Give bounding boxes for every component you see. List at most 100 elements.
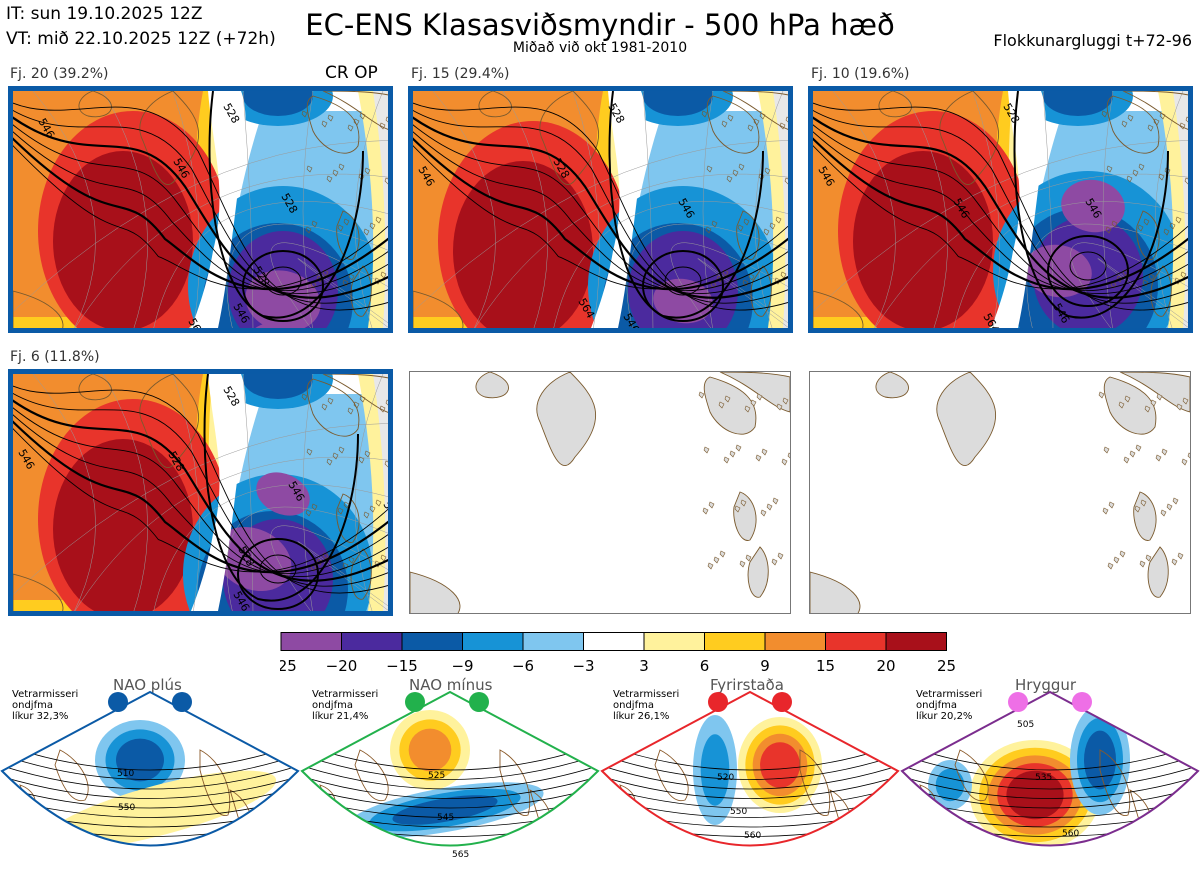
regime-probability: líkur 26,1% <box>613 711 670 722</box>
regime-anomaly <box>392 795 498 825</box>
regime-frame <box>600 690 900 847</box>
height-contour <box>13 392 388 587</box>
coastline <box>1177 552 1184 560</box>
coastline <box>706 165 713 173</box>
coastline <box>713 556 720 564</box>
coastline <box>306 165 313 173</box>
strong-cold-anomaly <box>256 472 310 516</box>
height-contour <box>203 374 359 602</box>
regime-title: Fyrirstaða <box>710 676 784 694</box>
regime-title: Hryggur <box>1015 676 1077 694</box>
coastline <box>1123 456 1130 464</box>
coastline <box>772 497 779 505</box>
coastline <box>369 505 376 513</box>
coastline <box>1163 228 1170 236</box>
coastline <box>939 91 999 185</box>
regime-contour-label: 560 <box>1062 829 1079 839</box>
coastline <box>1113 556 1120 564</box>
regime-contour-label: 545 <box>437 813 454 823</box>
coastline <box>379 122 386 130</box>
coastline <box>379 405 386 413</box>
coastline <box>327 397 334 405</box>
coastline <box>321 403 328 411</box>
height-contour <box>13 428 388 573</box>
coastline <box>1139 560 1146 568</box>
coastline <box>1106 165 1113 173</box>
regime-map-blocking[interactable]: 520 550 560 <box>600 690 900 871</box>
coastline <box>364 450 371 458</box>
regime-contour <box>302 761 598 790</box>
coastline <box>363 228 370 236</box>
colorbar-tick: −6 <box>512 657 534 675</box>
coastline <box>1138 163 1145 171</box>
regime-contour <box>602 761 898 790</box>
coastline <box>771 558 778 566</box>
classification-window: Flokkunargluggi t+72-96 <box>993 31 1192 50</box>
height-contour <box>413 124 788 295</box>
coastline <box>375 216 382 224</box>
coastline <box>1179 122 1186 130</box>
regime-season: Vetrarmisseri <box>12 689 79 700</box>
cluster-label: Fj. 6 (11.8%) <box>10 349 100 365</box>
blank-map <box>810 372 1190 613</box>
coastline <box>13 573 64 611</box>
coastline <box>375 499 382 507</box>
coastline <box>761 448 768 456</box>
regime-contour <box>902 761 1198 790</box>
regime-anomaly <box>408 728 452 772</box>
regime-contour <box>302 750 598 780</box>
coastline <box>747 124 754 132</box>
coastline <box>336 493 360 543</box>
regime-map-nao-minus[interactable]: 525 545 565 <box>300 690 600 871</box>
coastline <box>353 401 360 409</box>
regime-map-ridge[interactable]: 505 535 560 <box>900 690 1200 871</box>
cluster-map-3[interactable]: 546528546546564546564 <box>808 86 1193 333</box>
coastline <box>769 222 776 230</box>
contour-label: 546 <box>380 499 388 524</box>
regime-contour <box>602 750 898 780</box>
coastline <box>716 275 723 283</box>
coastline <box>316 558 323 566</box>
coastline <box>701 110 708 118</box>
cluster-map-2[interactable]: 546528546528564546564 <box>408 86 793 333</box>
coastline <box>1158 173 1165 181</box>
height-contour <box>413 116 788 299</box>
coastline <box>729 450 736 458</box>
regime-contour <box>302 783 598 809</box>
colorbar-bin <box>341 632 403 651</box>
coastline <box>327 114 334 122</box>
regime-map-nao-plus[interactable]: 510 550 <box>0 690 300 871</box>
colorbar-bin <box>522 632 584 651</box>
coastline <box>875 372 909 399</box>
coastline <box>718 401 725 409</box>
colorbar-bin <box>280 632 342 651</box>
cluster-map-1[interactable]: 546528528546564546528564 <box>8 86 393 333</box>
coastline <box>337 507 344 515</box>
colorbar-bin <box>764 632 826 651</box>
coastline <box>374 277 381 285</box>
coastline <box>753 118 760 126</box>
anomaly-map: 546528546546564546564 <box>813 91 1188 328</box>
empty-map-2 <box>809 371 1191 614</box>
height-contour <box>13 420 388 574</box>
coastline <box>301 393 308 401</box>
coastline <box>1119 372 1190 413</box>
coastline <box>311 220 318 228</box>
regime-info: Vetrarmisseri ondjfma líkur 32,3% <box>12 689 78 722</box>
coastline <box>350 548 372 600</box>
coastline <box>936 372 996 466</box>
coastline <box>737 224 744 232</box>
coastline <box>779 122 786 130</box>
height-contour <box>13 124 388 295</box>
coastline <box>723 456 730 464</box>
coastline <box>306 95 360 154</box>
coastline <box>353 118 360 126</box>
regime-contour <box>2 772 298 799</box>
regime-info: Vetrarmisseri ondjfma líkur 21,4% <box>312 689 378 722</box>
coastline <box>1176 403 1183 411</box>
coastline <box>1099 749 1131 816</box>
coastline <box>1166 503 1173 511</box>
coastline <box>311 503 318 511</box>
height-contour <box>13 131 388 292</box>
